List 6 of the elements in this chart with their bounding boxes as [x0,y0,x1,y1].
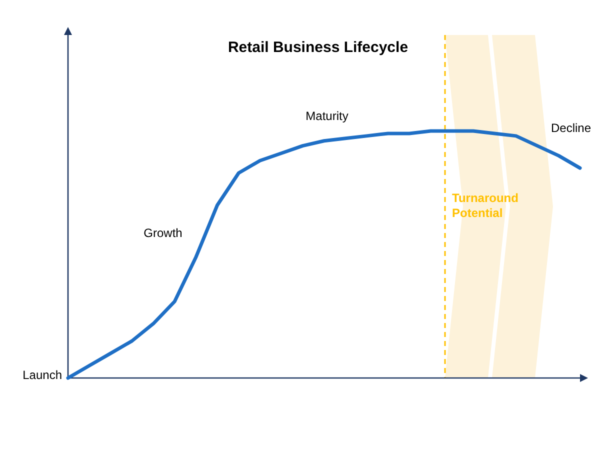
annotation: Growth [144,226,182,240]
text: Maturity [306,109,348,123]
text: Launch [22,368,62,382]
chart-title: Retail Business Lifecycle [228,39,408,56]
annotation: Turnaround Potential [452,191,518,220]
annotation: Decline [550,121,592,135]
